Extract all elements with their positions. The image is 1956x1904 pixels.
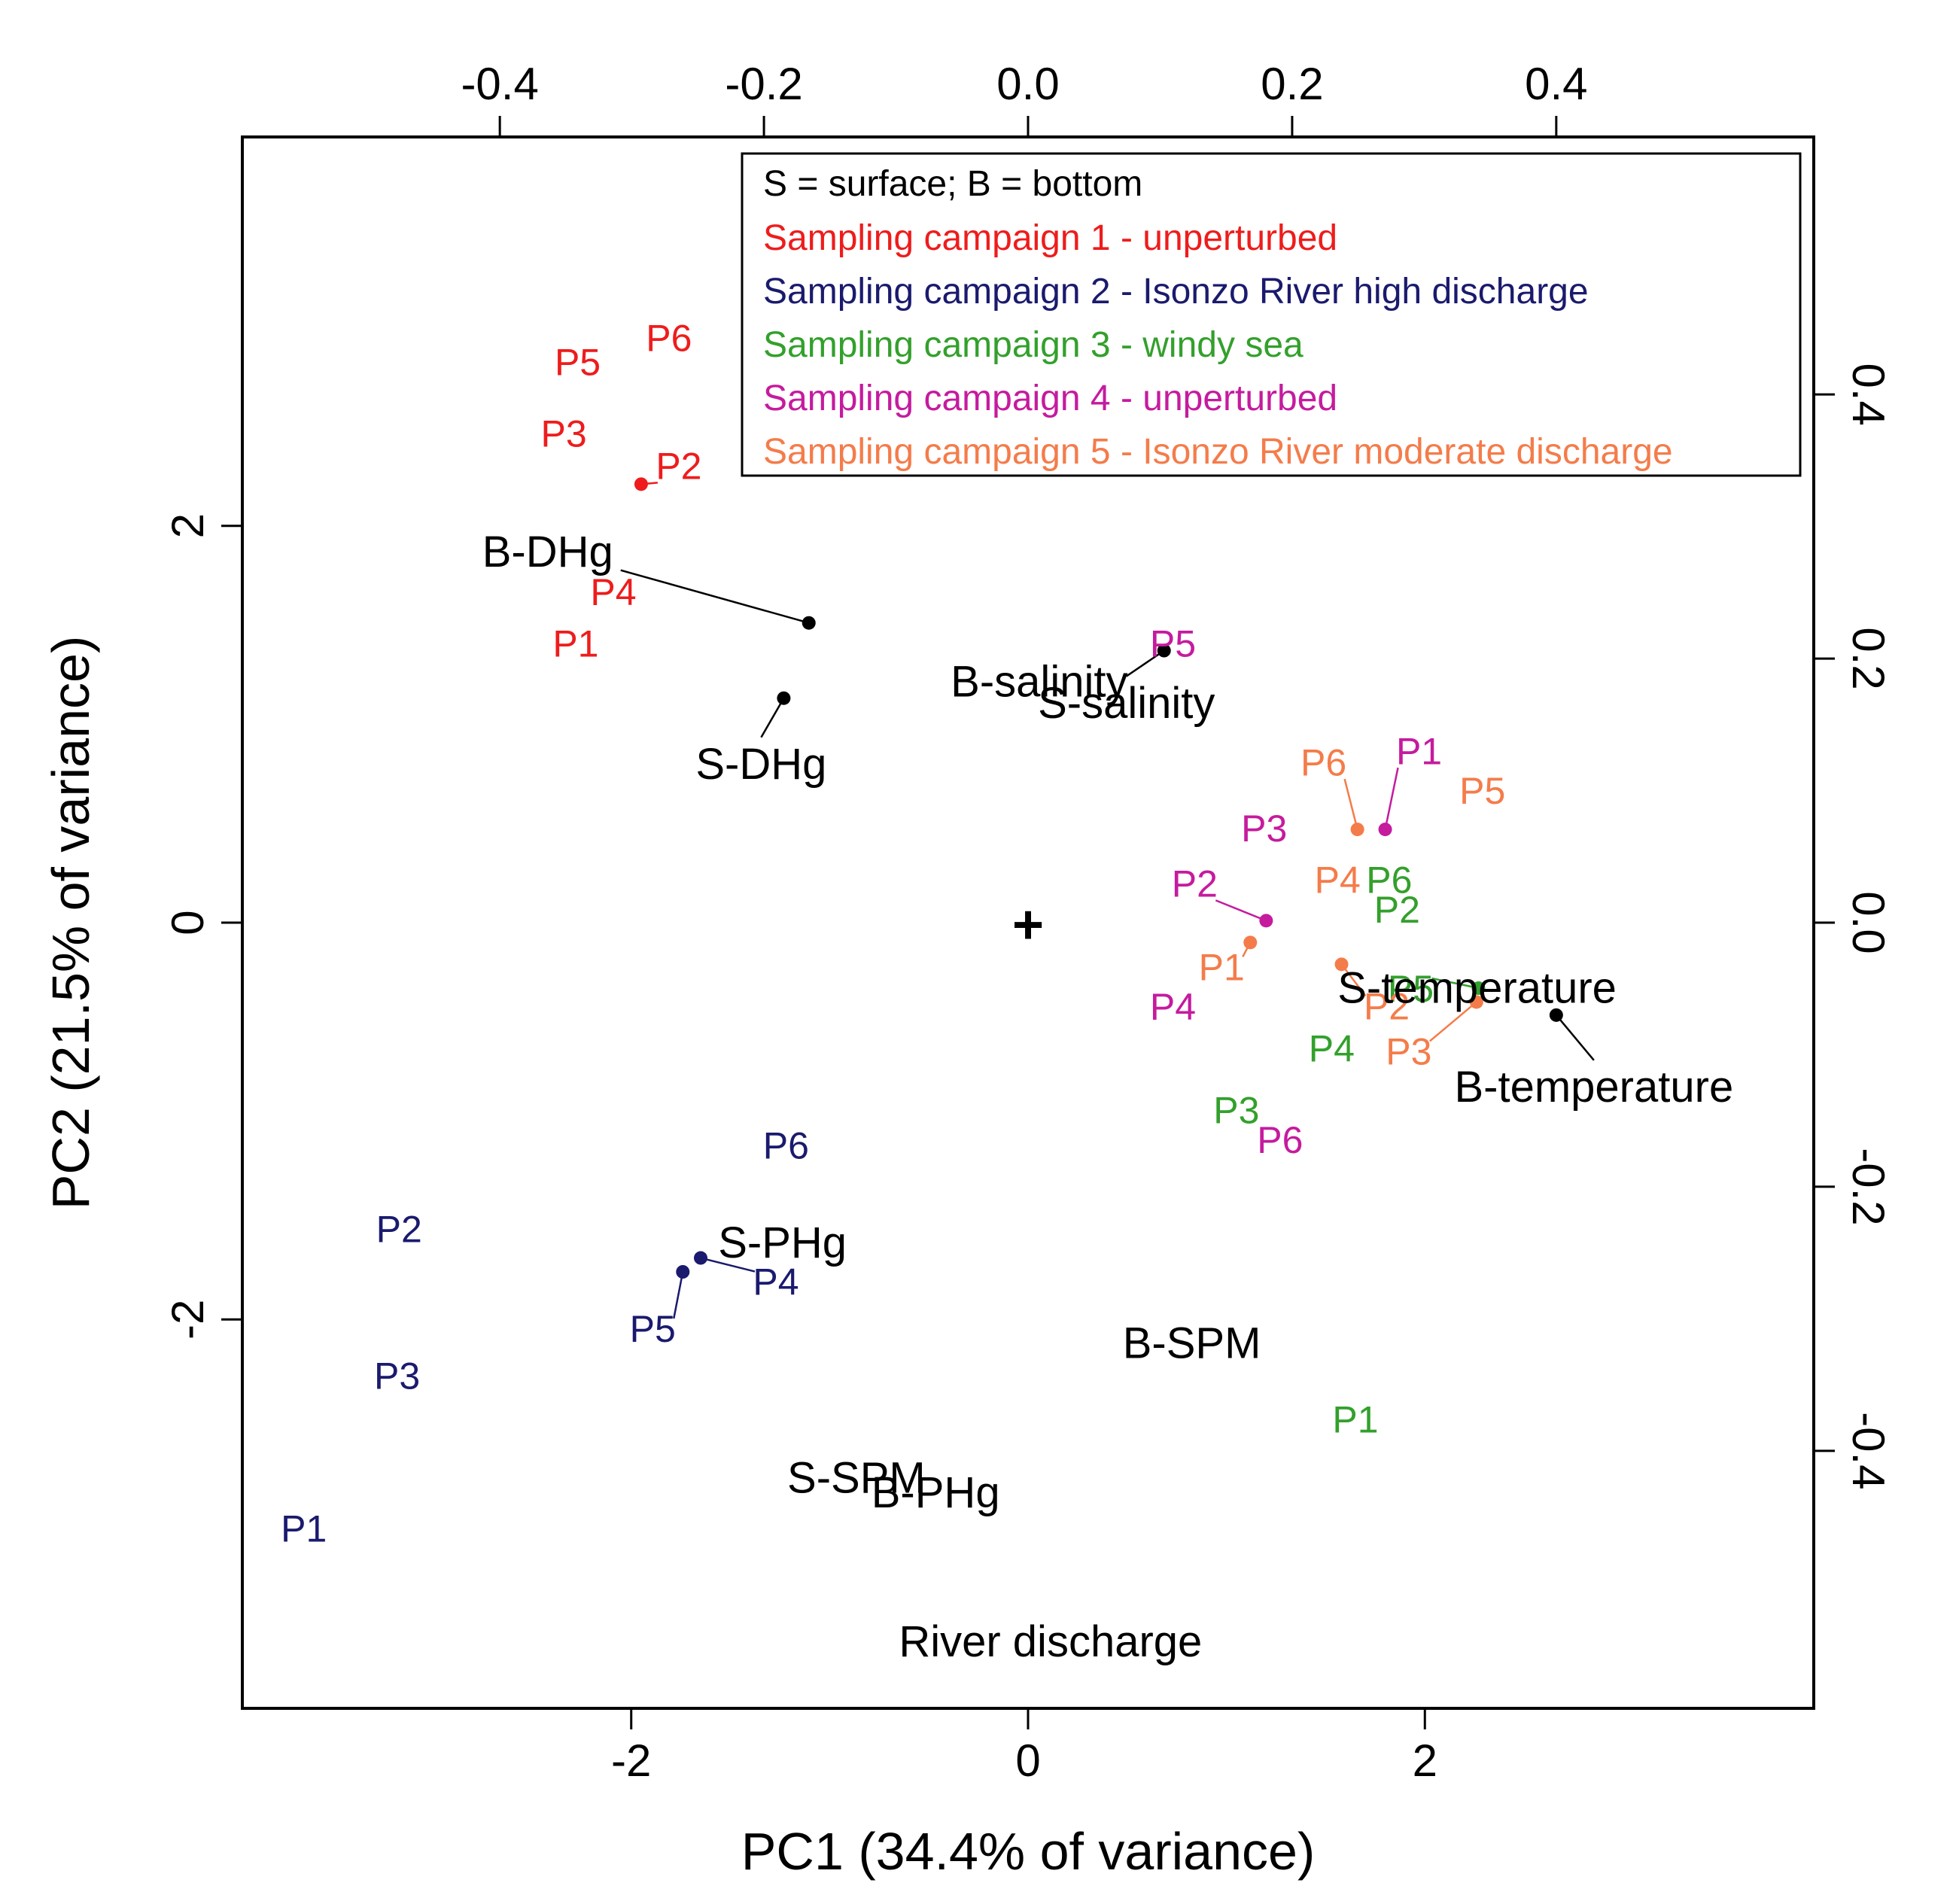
data-point-c5-p6 [1350,823,1364,837]
point-label-c1-p1: P1 [552,623,598,665]
variable-point-s-dhg [777,691,791,705]
legend-entry-4: Sampling campaign 4 - unperturbed [763,379,1337,418]
variable-label-b-dhg: B-DHg [482,528,613,576]
point-label-c1-p2: P2 [656,446,701,488]
variable-leader-line [760,698,785,738]
x-axis-label: PC1 (34.4% of variance) [741,1822,1316,1881]
variable-label-s-salinity: S-salinity [1038,679,1215,728]
point-label-c1-p3: P3 [541,412,587,455]
point-label-c2-p4: P4 [753,1261,799,1303]
point-label-c3-p1: P1 [1332,1399,1378,1441]
point-label-c3-p5: P5 [1388,968,1434,1010]
point-label-c2-p2: P2 [376,1208,422,1250]
top-tick-label: 0.4 [1525,59,1587,109]
point-leader-line [1431,977,1479,990]
point-label-c5-p3: P3 [1386,1031,1431,1073]
data-point-c4-p1 [1378,823,1392,837]
point-label-c5-p5: P5 [1459,770,1505,812]
right-tick-label: -0.4 [1843,1412,1894,1489]
point-label-c5-p4: P4 [1315,859,1361,901]
variable-leader-line [620,569,810,624]
point-leader-line [1215,899,1267,922]
data-point-c3-p5 [1471,981,1486,995]
variable-point-s-salinity [1157,643,1171,658]
point-label-c2-p1: P1 [281,1508,327,1550]
point-label-c4-p6: P6 [1257,1119,1303,1161]
right-tick-label: 0.0 [1843,891,1894,954]
data-point-c2-p4 [694,1251,707,1265]
data-point-c5-p3 [1469,995,1483,1009]
right-tick-label: 0.2 [1843,627,1894,689]
top-tick-label: 0.2 [1261,59,1323,109]
point-label-c5-p1: P1 [1199,947,1245,989]
legend-entry-5: Sampling campaign 5 - Isonzo River moder… [763,432,1673,472]
x-tick-label: -2 [611,1735,651,1786]
point-label-c2-p3: P3 [374,1355,420,1398]
point-label-c3-p2: P2 [1374,889,1420,931]
data-point-c5-p2 [1334,957,1349,972]
variable-label-s-spm: S-SPM [787,1454,926,1503]
variable-label-b-salinity: B-salinity [951,657,1127,706]
point-leader-line [1343,778,1358,830]
variable-point-b-dhg [802,616,816,630]
y-tick-label: 2 [163,513,213,538]
point-label-c5-p2: P2 [1364,986,1410,1028]
y-axis-label: PC2 (21.5% of variance) [41,636,100,1210]
variable-leader-line [1126,649,1165,677]
x-tick-label: 0 [1015,1735,1040,1786]
point-label-c3-p6: P6 [1366,859,1412,901]
top-tick-label: 0.0 [996,59,1059,109]
y-tick-label: 0 [163,910,213,935]
point-label-c4-p1: P1 [1396,730,1442,772]
origin-marker: + [1012,895,1044,955]
top-tick-label: -0.4 [461,59,538,109]
variable-point-b-temperature [1549,1008,1563,1022]
point-label-c4-p4: P4 [1150,986,1196,1028]
legend: S = surface; B = bottom Sampling campaig… [741,152,1802,477]
data-point-c4-p2 [1259,914,1273,928]
point-label-c4-p5: P5 [1150,623,1196,665]
point-leader-line [1429,1001,1477,1042]
legend-entry-2: Sampling campaign 2 - Isonzo River high … [763,272,1589,312]
point-label-c4-p3: P3 [1241,808,1287,850]
legend-entry-3: Sampling campaign 3 - windy sea [763,325,1303,365]
data-point-c1-p2 [634,477,648,491]
y-tick-label: -2 [163,1300,213,1340]
point-label-c5-p6: P6 [1300,741,1346,783]
right-tick-label: 0.4 [1843,363,1894,425]
point-label-c1-p5: P5 [555,341,601,383]
variable-label-s-phg: S-PHg [718,1218,847,1267]
legend-box [741,152,1802,477]
point-label-c2-p6: P6 [763,1125,809,1167]
variable-label-b-spm: B-SPM [1123,1319,1261,1368]
variable-label-s-temperature: S-temperature [1337,964,1617,1013]
point-label-c3-p4: P4 [1309,1028,1355,1070]
point-label-c4-p2: P2 [1172,863,1218,905]
variable-label-b-temperature: B-temperature [1454,1063,1733,1112]
data-point-c2-p5 [676,1265,690,1279]
variable-label-b-phg: B-PHg [872,1468,1000,1517]
point-label-c3-p3: P3 [1213,1089,1259,1131]
variable-label-river-discharge: River discharge [899,1617,1202,1666]
data-point-c5-p1 [1243,935,1258,950]
point-leader-line [700,1257,756,1273]
point-label-c1-p4: P4 [590,571,636,613]
x-tick-label: 2 [1413,1735,1437,1786]
point-label-c1-p6: P6 [646,318,692,360]
point-label-c2-p5: P5 [630,1308,676,1350]
top-tick-label: -0.2 [725,59,802,109]
right-tick-label: -0.2 [1843,1148,1894,1225]
variable-label-s-dhg: S-DHg [695,740,826,789]
legend-note: S = surface; B = bottom [763,164,1142,204]
variable-leader-line [1555,1014,1595,1061]
point-leader-line [673,1271,684,1319]
point-leader-line [1384,767,1399,830]
legend-entry-1: Sampling campaign 1 - unperturbed [763,218,1337,258]
